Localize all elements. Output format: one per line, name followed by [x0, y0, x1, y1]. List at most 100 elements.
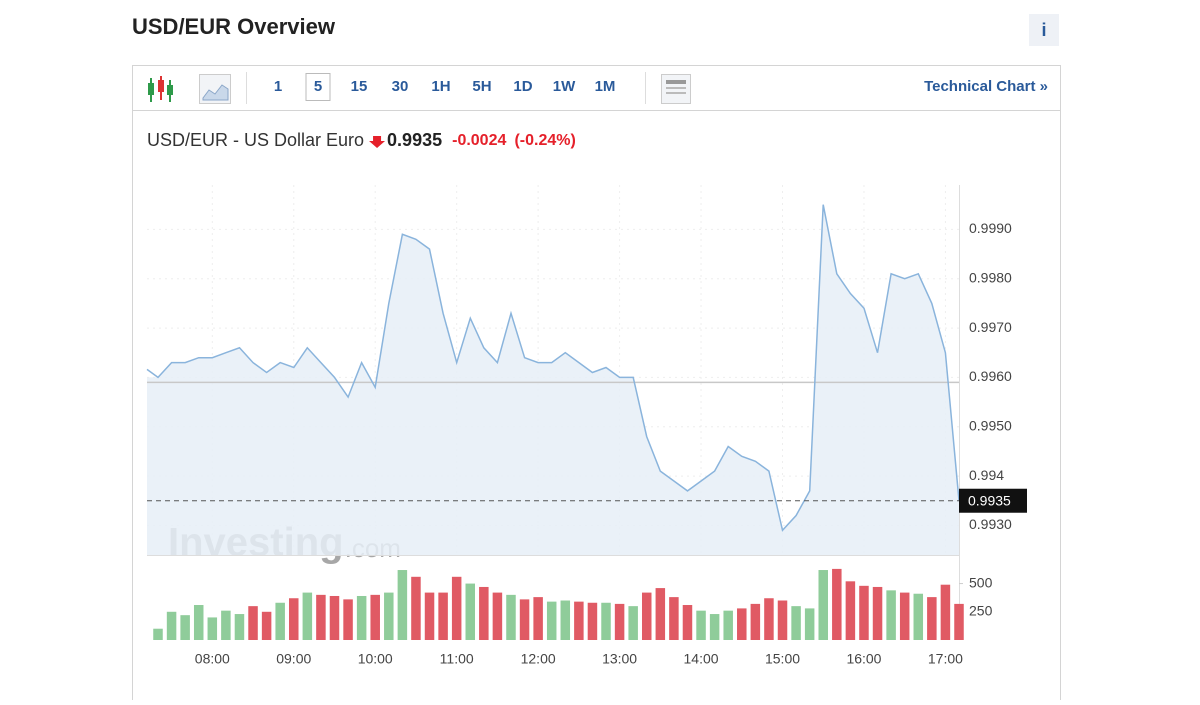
current-price-box: [959, 488, 1027, 513]
volume-bar: [804, 608, 815, 640]
volume-bar: [479, 586, 489, 640]
x-tick-label: 13:00: [602, 651, 637, 667]
widget-frame: [132, 65, 1061, 705]
volume-bar: [601, 602, 611, 640]
y-tick-label: 0.9930: [969, 516, 1012, 532]
volume-bar: [628, 606, 638, 640]
volume-bar: [709, 614, 720, 640]
quote-price: 0.9935: [387, 130, 442, 150]
interval-button[interactable]: 15: [351, 78, 368, 95]
volume-bar: [153, 628, 163, 640]
volume-bar: [954, 603, 964, 640]
volume-bar: [940, 584, 951, 640]
volume-bar: [723, 610, 733, 640]
volume-bar: [370, 594, 380, 640]
quote-name: USD/EUR - US Dollar Euro: [147, 130, 364, 150]
volume-bar: [669, 597, 679, 640]
volume-bar: [818, 570, 828, 640]
quote-change-percent: (-0.24%): [514, 132, 575, 149]
volume-bar: [927, 597, 937, 640]
x-tick-label: 14:00: [684, 651, 719, 667]
volume-bar: [737, 608, 747, 640]
quote-change: -0.0024: [452, 132, 506, 149]
page-title: USD/EUR Overview: [132, 14, 336, 39]
y-tick-label: 0.994: [969, 467, 1004, 483]
volume-bar: [329, 595, 340, 640]
volume-bar: [913, 593, 924, 640]
x-tick-label: 08:00: [195, 651, 230, 667]
volume-bar: [343, 599, 353, 640]
y-tick-label: 0.9980: [969, 269, 1012, 285]
area-icon[interactable]: [199, 74, 231, 104]
candle-icon[interactable]: [148, 76, 173, 102]
volume-bar: [764, 598, 774, 640]
x-tick-label: 10:00: [358, 651, 393, 667]
volume-bar: [682, 605, 693, 640]
x-tick-label: 11:00: [440, 651, 474, 667]
x-tick-label: 16:00: [846, 651, 881, 667]
volume-bar: [166, 611, 177, 640]
volume-bar: [397, 570, 408, 640]
interval-button[interactable]: 5: [314, 78, 322, 95]
volume-bar: [641, 592, 652, 640]
volume-bar: [614, 603, 625, 640]
area-fill: [147, 204, 959, 555]
x-tick-label: 12:00: [521, 651, 556, 667]
interval-button[interactable]: 1D: [513, 78, 532, 95]
volume-bar: [587, 602, 598, 640]
interval-button[interactable]: 1H: [431, 78, 450, 95]
volume-bar: [207, 617, 218, 640]
volume-bar: [696, 610, 706, 640]
info-icon[interactable]: i: [1041, 20, 1046, 40]
interval-selected: [305, 73, 331, 101]
volume-bar: [438, 592, 448, 640]
volume-bar: [248, 606, 258, 640]
volume-bar: [777, 600, 788, 640]
info-button[interactable]: [1029, 14, 1059, 46]
volume-bar: [261, 611, 272, 640]
down-arrow: [369, 136, 386, 148]
volume-bar: [316, 594, 326, 640]
volume-bar: [424, 592, 435, 640]
volume-bar: [845, 581, 856, 640]
volume-bar: [574, 601, 584, 640]
volume-bar: [533, 597, 543, 640]
volume-bar: [356, 595, 367, 640]
y-tick-label: 0.9950: [969, 417, 1012, 433]
volume-bar: [519, 599, 530, 640]
volume-bar: [302, 592, 313, 640]
interval-button[interactable]: 1: [274, 78, 282, 95]
volume-bar: [193, 605, 204, 640]
interval-button[interactable]: 1M: [595, 78, 616, 95]
y-tick-label: 0.9960: [969, 368, 1012, 384]
volume-bar: [791, 606, 801, 640]
volume-bar: [546, 601, 557, 640]
volume-bar: [859, 585, 869, 640]
volume-bar: [886, 590, 896, 640]
x-tick-label: 15:00: [765, 651, 800, 667]
y-tick-label: 0.9970: [969, 319, 1012, 335]
volume-bar: [234, 614, 245, 640]
y-tick-label: 250: [969, 602, 993, 618]
x-tick-label: 17:00: [928, 651, 963, 667]
volume-bar: [560, 600, 571, 640]
y-tick-label: 0.9990: [969, 220, 1012, 236]
volume-bar: [899, 592, 910, 640]
technical-chart-link[interactable]: Technical Chart »: [924, 78, 1048, 95]
interval-button[interactable]: 5H: [472, 78, 491, 95]
volume-bar: [451, 576, 462, 640]
volume-bar: [289, 598, 299, 640]
price-line: [146, 204, 960, 532]
interval-button[interactable]: 1W: [553, 78, 576, 95]
volume-bar: [411, 576, 421, 640]
y-tick-label: 500: [969, 574, 993, 590]
x-tick-label: 09:00: [276, 651, 311, 667]
volume-bar: [275, 602, 285, 640]
interval-button[interactable]: 30: [392, 78, 409, 95]
volume-bar: [655, 588, 666, 640]
volume-bar: [221, 610, 231, 640]
indicator-icon[interactable]: [661, 74, 691, 104]
volume-bar: [465, 583, 476, 640]
current-price-label: 0.9935: [968, 492, 1011, 508]
